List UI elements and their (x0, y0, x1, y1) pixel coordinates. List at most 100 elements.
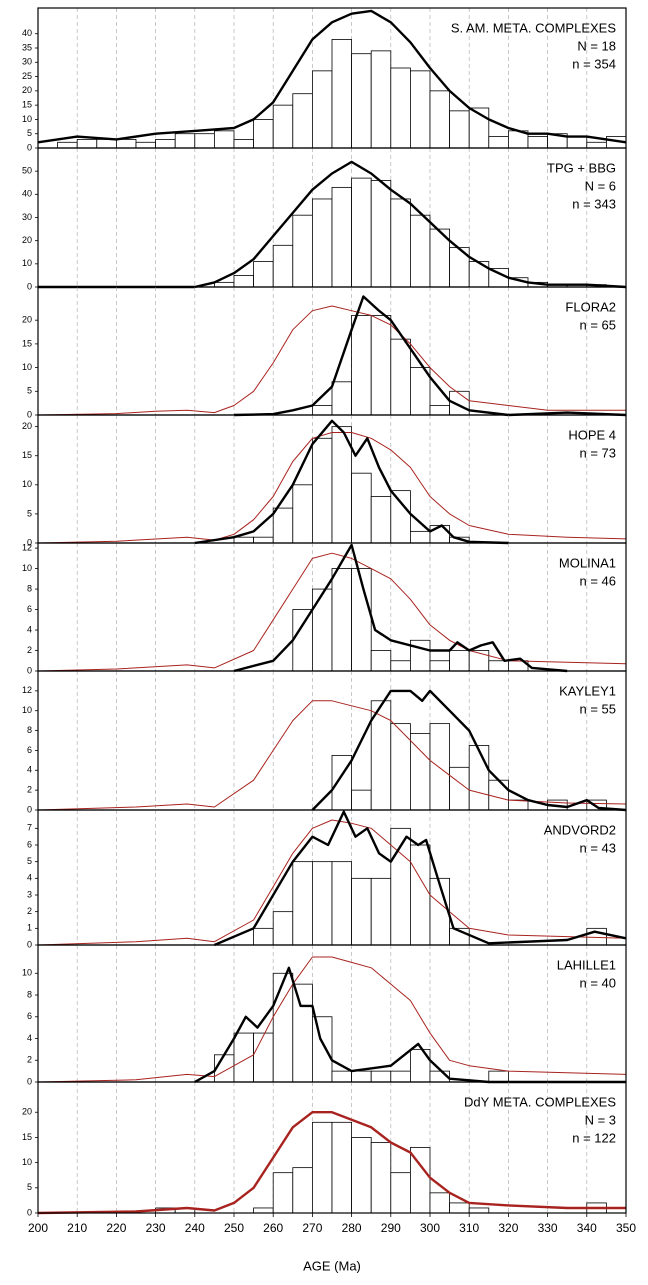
bar (253, 1032, 274, 1083)
x-tick-label: 350 (616, 1221, 636, 1235)
panel-label: N = 6 (585, 178, 616, 193)
density-curve (38, 160, 627, 289)
bar (311, 198, 333, 288)
y-tick-label: 50 (22, 166, 32, 176)
y-tick-label: 20 (22, 235, 32, 245)
bar (409, 70, 431, 149)
bar (311, 437, 333, 544)
bar (449, 1202, 470, 1214)
y-tick-label: 12 (22, 542, 32, 552)
bar (116, 139, 137, 149)
bar (253, 927, 274, 946)
bar (311, 70, 333, 149)
bar (351, 789, 372, 811)
density-curve (194, 966, 626, 1084)
panel-frame (37, 1081, 627, 1214)
bar (527, 136, 549, 149)
y-tick-label: 20 (22, 1107, 32, 1117)
x-tick-label: 240 (185, 1221, 205, 1235)
panel-label: MOLINA1 (559, 555, 616, 570)
y-tick-label: 10 (22, 114, 32, 124)
y-tick-label: 2 (27, 785, 32, 795)
y-tick-label: 25 (22, 71, 32, 81)
bar (390, 198, 411, 288)
panel-label: HOPE 4 (568, 427, 616, 442)
bar (351, 315, 372, 416)
bar (390, 660, 411, 672)
bar (429, 723, 451, 811)
bar (390, 723, 411, 811)
bar (272, 507, 294, 544)
panel-label: N = 3 (585, 1112, 616, 1127)
x-tick-label: 330 (538, 1221, 558, 1235)
y-tick-label: 15 (22, 338, 32, 348)
bar (272, 1172, 294, 1214)
panel-label: KAYLEY1 (559, 683, 616, 698)
bar (409, 530, 431, 544)
x-tick-label: 250 (224, 1221, 244, 1235)
bar (370, 496, 392, 544)
bar (468, 650, 490, 672)
bar (233, 275, 255, 288)
y-tick-label: 0 (27, 1076, 32, 1086)
y-tick-label: 5 (27, 508, 32, 518)
bar (488, 136, 509, 149)
bar (155, 139, 176, 149)
y-tick-label: 7 (27, 823, 32, 833)
bar (311, 1121, 333, 1214)
bar (272, 911, 294, 946)
bar (370, 180, 392, 288)
panel-label: n = 40 (579, 975, 616, 990)
bar (292, 484, 313, 544)
bar (370, 1070, 392, 1083)
x-tick-label: 270 (302, 1221, 322, 1235)
bar (331, 1070, 353, 1083)
y-tick-label: 6 (27, 839, 32, 849)
panel-label: n = 343 (572, 196, 616, 211)
y-tick-label: 5 (27, 128, 32, 138)
y-tick-label: 2 (27, 645, 32, 655)
x-tick-label: 220 (106, 1221, 126, 1235)
y-tick-label: 15 (22, 100, 32, 110)
y-tick-label: 10 (22, 1157, 32, 1167)
panel-label: n = 73 (579, 445, 616, 460)
bar (311, 1016, 333, 1083)
x-axis-title: AGE (Ma) (303, 1258, 361, 1273)
density-curve (194, 419, 509, 545)
y-tick-label: 6 (27, 745, 32, 755)
panel-label: S. AM. META. COMPLEXES (451, 20, 617, 35)
bar (311, 588, 333, 672)
bar (272, 244, 294, 288)
bar (194, 133, 215, 149)
bar (174, 133, 196, 149)
density-curve (37, 552, 627, 672)
y-tick-label: 4 (27, 765, 32, 775)
panel-label: LAHILLE1 (557, 957, 616, 972)
y-tick-label: 0 (27, 939, 32, 949)
bar (351, 177, 372, 288)
bar (311, 405, 333, 416)
bar (351, 877, 372, 946)
bar (311, 861, 333, 946)
y-tick-label: 0 (27, 409, 32, 419)
y-tick-label: 12 (22, 685, 32, 695)
density-curve (37, 9, 627, 144)
bar (468, 261, 490, 288)
bar (351, 53, 372, 149)
bar (566, 136, 588, 149)
bar (488, 268, 509, 288)
bar (586, 927, 607, 946)
bar (409, 733, 431, 811)
y-tick-label: 20 (22, 315, 32, 325)
bar (586, 141, 607, 149)
x-tick-label: 210 (67, 1221, 87, 1235)
x-tick-label: 320 (498, 1221, 518, 1235)
bar (272, 104, 294, 149)
y-tick-label: 15 (22, 450, 32, 460)
bar (292, 609, 313, 672)
bar (390, 490, 411, 544)
bar (292, 861, 313, 946)
bar (292, 214, 313, 288)
y-tick-label: 0 (27, 281, 32, 291)
